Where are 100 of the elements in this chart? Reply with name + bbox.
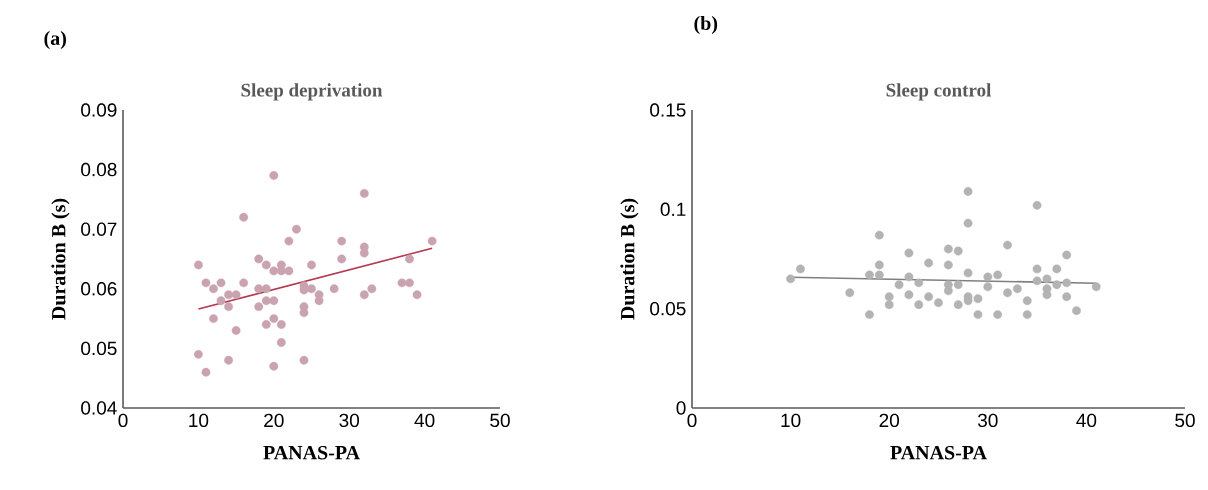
x-tick-label: 20 [879,413,900,428]
text: (a) [44,30,66,50]
y-tick-label: 0.15 [650,103,686,117]
point [427,236,437,246]
point [1032,200,1042,210]
point [983,282,993,292]
point [231,326,241,335]
point [194,260,203,270]
point [1022,310,1032,320]
x-tick-label: 10 [781,413,801,428]
point [993,270,1003,280]
point [397,278,407,288]
point [943,260,953,270]
point [1091,282,1101,292]
point [359,189,369,198]
point [963,187,973,196]
point [269,171,279,180]
point [1003,288,1012,298]
point [904,248,914,258]
point [845,288,855,298]
x-tick-label: 40 [1076,413,1097,428]
point [943,286,953,296]
chart-title: Sleep deprivation [241,83,383,101]
point [224,302,233,312]
point [224,355,233,365]
point [914,300,924,310]
point [359,290,369,300]
point [953,300,963,310]
x-tick-label: 40 [414,413,435,428]
point [284,236,294,246]
x-tick-label: 20 [264,413,284,428]
point [865,310,874,320]
point [924,258,934,268]
point [254,254,264,264]
point [1032,276,1042,286]
x-tick-label: 30 [977,413,998,428]
point [412,290,422,300]
y-axis-title: Duration B (s) [51,198,70,320]
point [307,260,316,270]
point [254,284,264,294]
y-tick-label: 0.04 [81,401,117,415]
point [1052,264,1062,274]
point [269,314,279,323]
point [239,278,249,288]
point [1003,240,1012,250]
point [796,264,805,274]
point [299,355,309,365]
x-axis-title: PANAS-PA [263,445,360,460]
point [884,292,894,302]
y-tick-label: 0.1 [660,202,686,217]
point [973,294,983,304]
point [1052,280,1062,290]
point [924,292,934,302]
point [261,320,271,329]
point [216,278,226,288]
point [254,302,264,312]
point [201,278,211,288]
point [874,270,884,280]
text: (b) [694,15,718,35]
y-tick-label: 0.07 [81,222,117,236]
point [953,246,963,256]
point [239,212,249,222]
point [1062,292,1072,302]
point [904,290,914,300]
x-tick-label: 50 [1175,413,1195,428]
x-tick-label: 10 [189,413,209,428]
point [216,296,226,306]
x-tick-label: 0 [118,413,128,428]
x-tick-label: 30 [339,413,360,428]
point [786,274,795,284]
point [1032,264,1042,274]
point [943,244,953,254]
point [934,298,943,308]
point [329,284,339,294]
point [983,272,993,282]
point [261,260,271,270]
point [201,367,211,377]
x-tick-label: 50 [490,413,510,428]
point [1072,306,1081,316]
point [1022,296,1032,306]
point [367,284,377,294]
point [405,254,414,264]
point [884,300,894,310]
y-tick-label: 0 [676,401,686,415]
point [1062,278,1072,288]
point [1062,250,1072,260]
y-tick-label: 0.08 [81,162,117,177]
point [337,254,347,264]
point [1012,284,1022,294]
point [269,361,279,371]
point [261,284,271,294]
y-tick-label: 0.05 [81,341,117,356]
y-tick-label: 0.09 [81,103,117,117]
point [292,224,301,234]
point [874,260,884,270]
x-tick-label: 0 [687,413,697,428]
point [224,290,233,300]
y-axis-title: Duration B (s) [620,198,639,320]
point [269,266,279,276]
y-tick-label: 0.05 [650,301,686,316]
